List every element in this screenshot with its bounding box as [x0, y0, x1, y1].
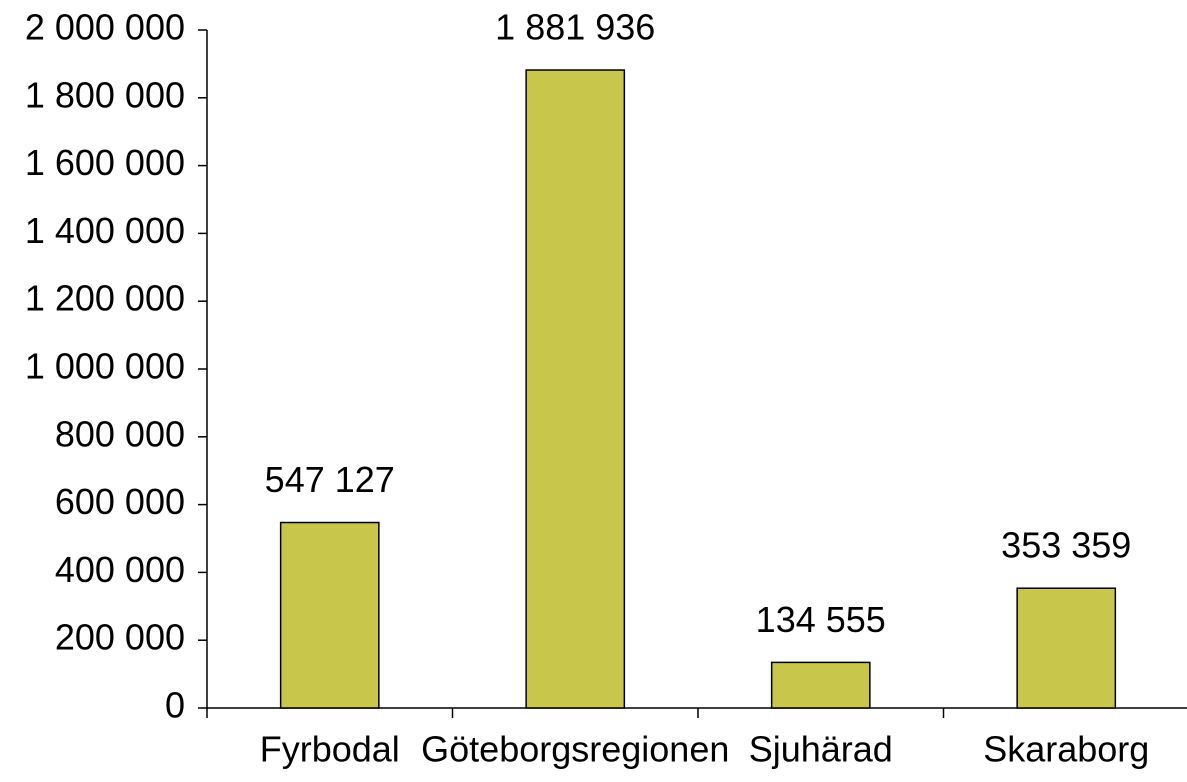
- x-tick-label: Göteborgsregionen: [421, 729, 729, 770]
- y-tick-label: 2 000 000: [25, 7, 185, 48]
- x-tick-label: Sjuhärad: [749, 729, 893, 770]
- y-tick-label: 1 800 000: [25, 74, 185, 115]
- bar: [525, 69, 626, 709]
- y-tick-label: 1 600 000: [25, 142, 185, 183]
- value-label: 547 127: [265, 459, 395, 500]
- x-tick-label: Skaraborg: [983, 729, 1149, 770]
- bar: [1016, 587, 1117, 709]
- y-tick-label: 1 200 000: [25, 278, 185, 319]
- bar: [770, 661, 871, 709]
- y-tick-label: 1 400 000: [25, 210, 185, 251]
- x-tick-label: Fyrbodal: [260, 729, 400, 770]
- y-tick-label: 0: [165, 685, 185, 726]
- value-label: 1 881 936: [495, 7, 655, 48]
- bar: [279, 521, 380, 709]
- y-tick-label: 800 000: [55, 413, 185, 454]
- y-tick-label: 400 000: [55, 549, 185, 590]
- y-tick-label: 200 000: [55, 617, 185, 658]
- y-tick-label: 600 000: [55, 481, 185, 522]
- value-label: 353 359: [1001, 525, 1131, 566]
- value-label: 134 555: [756, 599, 886, 640]
- y-tick-label: 1 000 000: [25, 346, 185, 387]
